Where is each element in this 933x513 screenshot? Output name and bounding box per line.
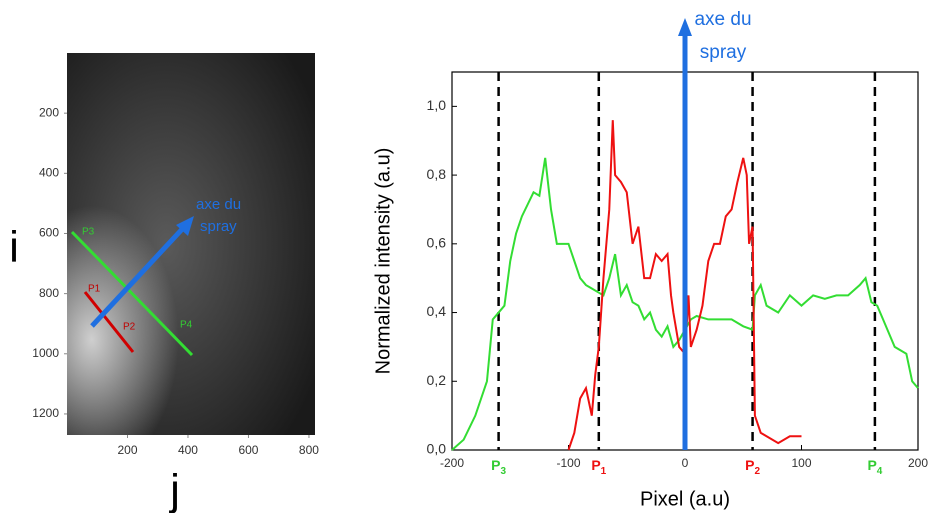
- spray-highlight: [67, 53, 315, 435]
- marker-subscript: 2: [754, 466, 760, 477]
- spray-axis-arrow: [90, 223, 188, 328]
- marker-subscript: 1: [601, 466, 607, 477]
- arrow-head: [678, 18, 692, 36]
- arrow-label: spray: [700, 42, 747, 63]
- p3-p4-line: [70, 230, 194, 357]
- x-tick-label: 0: [682, 456, 689, 470]
- marker-label: P3: [491, 457, 506, 477]
- y-tick-label: 0,2: [427, 372, 447, 388]
- x-tick-label: 600: [238, 443, 258, 457]
- image-annotation: P3: [82, 227, 95, 238]
- y-tick-label: 0,0: [427, 441, 447, 457]
- y-axis-label: i: [9, 223, 19, 272]
- series-line: [567, 120, 802, 451]
- marker-label: P4: [867, 457, 882, 477]
- x-tick-label: 100: [791, 456, 811, 470]
- x-tick-label: 400: [178, 443, 198, 457]
- y-tick-label: 0,4: [427, 303, 447, 319]
- marker-subscript: 4: [877, 466, 883, 477]
- y-axis-label: Normalized intensity (a.u): [372, 148, 394, 375]
- marker-label: P2: [745, 457, 760, 477]
- image-annotation: axe du: [196, 196, 241, 213]
- image-annotation: P1: [88, 284, 101, 295]
- y-tick-label: 1200: [32, 406, 59, 420]
- x-tick-label: 800: [299, 443, 319, 457]
- marker-letter: P: [491, 457, 500, 473]
- x-axis-label: j: [168, 466, 180, 513]
- x-tick-label: 200: [908, 456, 928, 470]
- y-tick-label: 1000: [32, 346, 59, 360]
- arrow-head: [176, 216, 194, 236]
- marker-letter: P: [591, 457, 600, 473]
- y-tick-label: 600: [39, 226, 59, 240]
- y-tick-label: 1,0: [427, 97, 447, 113]
- series-line: [451, 157, 919, 451]
- y-tick-label: 400: [39, 165, 59, 179]
- marker-label: P1: [591, 457, 606, 477]
- marker-letter: P: [867, 457, 876, 473]
- x-tick-label: -100: [556, 456, 580, 470]
- arrow-label: axe du: [694, 9, 751, 30]
- y-tick-label: 800: [39, 286, 59, 300]
- image-annotation: spray: [200, 218, 237, 235]
- y-tick-label: 200: [39, 105, 59, 119]
- marker-subscript: 3: [500, 466, 506, 477]
- y-tick-label: 0,8: [427, 166, 447, 182]
- x-tick-label: -200: [440, 456, 464, 470]
- y-tick-label: 0,6: [427, 235, 447, 251]
- x-axis-label: Pixel (a.u): [640, 488, 730, 510]
- x-tick-label: 200: [117, 443, 137, 457]
- marker-letter: P: [745, 457, 754, 473]
- image-annotation: P2: [123, 322, 136, 333]
- p1-p2-line: [83, 291, 135, 353]
- image-annotation: P4: [180, 320, 193, 331]
